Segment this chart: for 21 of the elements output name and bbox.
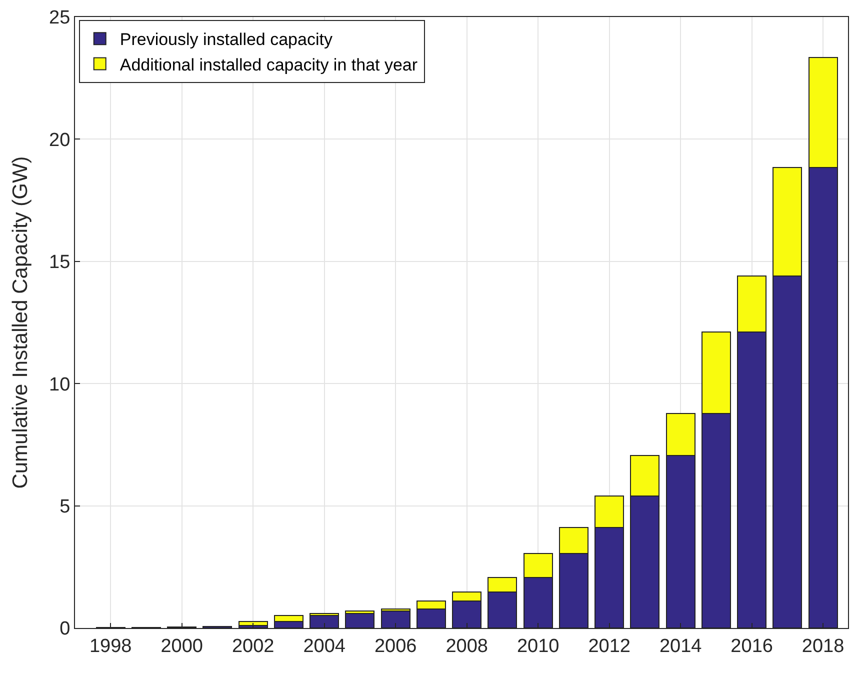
y-tick-label: 0 bbox=[60, 618, 70, 640]
y-tick-label: 5 bbox=[60, 496, 70, 518]
legend-label: Previously installed capacity bbox=[120, 30, 333, 50]
y-tick-label: 25 bbox=[49, 8, 70, 29]
x-tick-label: 2002 bbox=[232, 636, 274, 657]
x-tick-label: 1998 bbox=[89, 636, 132, 657]
legend-label: Additional installed capacity in that year bbox=[120, 55, 418, 74]
y-tick-label: 20 bbox=[49, 130, 70, 151]
y-tick-label: 10 bbox=[49, 374, 70, 396]
x-tick-label: 2008 bbox=[446, 636, 488, 657]
x-tick-label: 2014 bbox=[659, 636, 702, 657]
x-tick-label: 2006 bbox=[374, 636, 417, 657]
x-tick-label: 2010 bbox=[516, 636, 560, 657]
x-tick-label: 2004 bbox=[303, 636, 346, 657]
y-axis-title: Cumulative Installed Capacity (GW) bbox=[9, 156, 32, 489]
x-tick-label: 2018 bbox=[802, 636, 844, 657]
bar bbox=[238, 621, 268, 626]
x-tick-label: 2016 bbox=[730, 636, 773, 657]
x-tick-label: 2012 bbox=[588, 636, 630, 657]
x-tick-label: 2000 bbox=[160, 636, 204, 657]
y-tick-label: 15 bbox=[49, 252, 70, 274]
